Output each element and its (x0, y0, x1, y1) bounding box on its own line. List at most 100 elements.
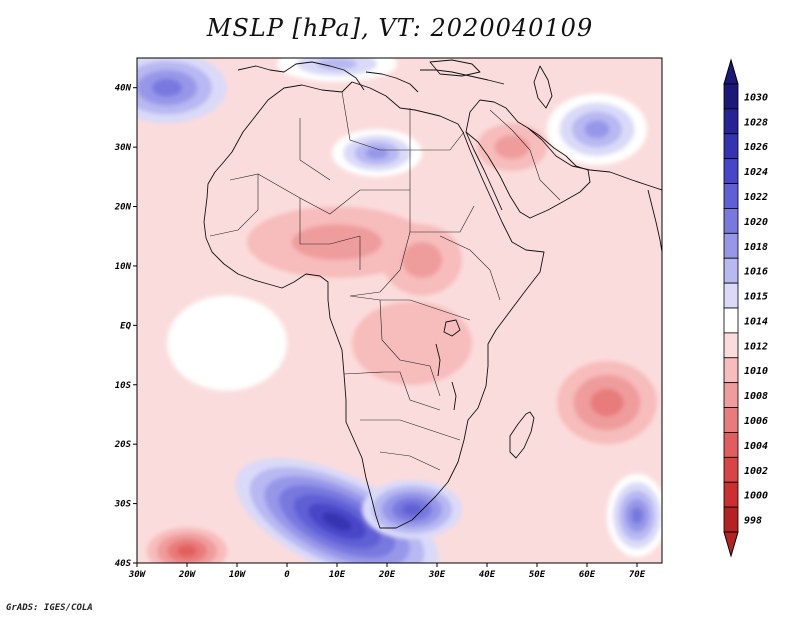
pressure-system-sudan-low (382, 224, 462, 296)
colorbar-label: 1024 (744, 167, 768, 178)
colorbar-swatch-1004 (723, 432, 739, 458)
europe-coastline (237, 61, 505, 93)
lon-tick-label: 0 (284, 570, 290, 580)
lon-tick-label: 30W (128, 570, 147, 580)
colorbar-label: 1004 (744, 441, 768, 452)
colorbar-swatch-1028 (723, 108, 739, 135)
isobar-band-1016 (317, 58, 357, 70)
iran-coastline (527, 127, 662, 191)
colorbar-swatch-1000 (723, 481, 739, 508)
colorbar-label: 1012 (744, 341, 768, 352)
lat-tick-label: 30N (114, 143, 132, 153)
colorbar: 1030 1028 1026 1024 1022 1020 1018 1016 1015 1014… (723, 58, 768, 558)
isobar-band-1014 (167, 295, 287, 391)
isobar-band-1004 (177, 545, 197, 558)
latitude-axis: 40N 30N 20N 10N EQ 10S 20S 30S 40S (114, 84, 137, 569)
map-panel (136, 57, 663, 564)
isobar-band-1010 (352, 301, 472, 385)
colorbar-swatch-1015 (723, 282, 739, 309)
pressure-system-arabia-low (477, 123, 547, 171)
lon-tick-label: 40E (479, 570, 496, 580)
colorbar-label: 1010 (744, 366, 768, 377)
isobar-band-1018 (584, 120, 610, 139)
lat-tick-label: 40N (115, 84, 132, 94)
isobar-band-1026 (322, 512, 352, 531)
map-frame (136, 57, 663, 564)
lake-malawi (451, 381, 457, 411)
pressure-system-southwest-atlantic-low (147, 527, 227, 563)
lake-tanganyika (435, 343, 441, 377)
colorbar-swatch-1024 (723, 158, 739, 184)
colorbar-label: 1020 (744, 217, 768, 228)
pressure-system-southern-africa-high (362, 479, 462, 540)
colorbar-swatch-1002 (723, 456, 739, 483)
india-coastline (647, 189, 662, 253)
colorbar-label: 1018 (744, 242, 768, 253)
pressure-system-tropical-atlantic-ridge (167, 295, 287, 391)
colorbar-swatch-1018 (723, 232, 739, 259)
africa-coastline (203, 81, 545, 529)
coastlines (203, 59, 662, 529)
colorbar-label: 1008 (744, 391, 768, 402)
lon-tick-label: 10E (329, 570, 346, 580)
pressure-system-libya-high (332, 129, 422, 177)
colorbar-label: 998 (744, 516, 762, 527)
map-title: MSLP [hPa], VT: 2020040109 (206, 14, 594, 42)
grads-credit: GrADS: IGES/COLA (6, 603, 93, 613)
red-sea-coastline (465, 131, 503, 211)
colorbar-label: 1014 (744, 316, 768, 327)
lat-tick-label: 40S (115, 559, 132, 569)
pressure-system-europe-high (277, 58, 397, 82)
lon-tick-label: 60E (579, 570, 596, 580)
black-sea-coastline (429, 59, 481, 77)
colorbar-label: 1030 (744, 92, 768, 103)
pressure-system-madagascar-low (557, 360, 657, 445)
colorbar-max-arrow (723, 58, 739, 85)
lat-tick-label: 10N (115, 262, 132, 272)
country-borders (209, 91, 561, 471)
colorbar-swatch-1020 (723, 208, 739, 234)
colorbar-label: 1022 (744, 192, 768, 203)
lat-tick-label: 20S (114, 440, 132, 450)
lat-tick-label: EQ (120, 321, 131, 331)
colorbar-swatch-1030 (723, 83, 739, 110)
lon-tick-label: 30E (428, 570, 446, 580)
colorbar-swatch-1010 (723, 357, 739, 384)
colorbar-swatch-1016 (723, 257, 739, 284)
colorbar-min-arrow (723, 531, 739, 558)
colorbar-label: 1026 (744, 142, 768, 153)
pressure-system-east-africa-low (352, 301, 472, 385)
isobar-band-1006 (590, 388, 624, 417)
lon-tick-label: 20W (178, 570, 197, 580)
longitude-axis: 30W 20W 10W 0 10E 20E 30E 40E 50E 60E 70E (128, 563, 646, 580)
isobar-band-1008 (494, 135, 530, 160)
colorbar-swatch-1022 (723, 183, 739, 209)
isobar-band-1008 (402, 242, 442, 278)
isobar-band-1020 (152, 78, 182, 97)
lon-tick-label: 10W (229, 570, 247, 580)
lat-tick-label: 30S (114, 500, 132, 510)
colorbar-label: 1000 (744, 491, 768, 502)
colorbar-swatch-1012 (723, 332, 739, 359)
lat-tick-label: 20N (114, 203, 132, 213)
madagascar-coastline (509, 411, 535, 459)
colorbar-label: 1002 (744, 466, 768, 477)
pressure-system-north-atlantic-high (137, 58, 227, 124)
lake-victoria (443, 319, 461, 337)
lon-tick-label: 20E (378, 570, 396, 580)
isobar-band-1020 (631, 507, 643, 524)
colorbar-label: 1006 (744, 416, 768, 427)
pressure-system-south-indian-high (607, 473, 662, 558)
pressure-system-south-atlantic-high (235, 458, 439, 563)
colorbar-swatch-1008 (723, 382, 739, 408)
colorbar-swatch-1026 (723, 133, 739, 160)
border-lines (209, 91, 561, 471)
lat-tick-label: 10S (115, 381, 132, 391)
colorbar-label: 1028 (744, 117, 768, 128)
colorbar-label: 1016 (744, 267, 768, 278)
isobar-band-1022 (402, 503, 422, 516)
caspian-coastline (533, 65, 553, 109)
colorbar-swatch-998 (723, 506, 739, 533)
colorbar-swatch-1014 (723, 307, 739, 334)
